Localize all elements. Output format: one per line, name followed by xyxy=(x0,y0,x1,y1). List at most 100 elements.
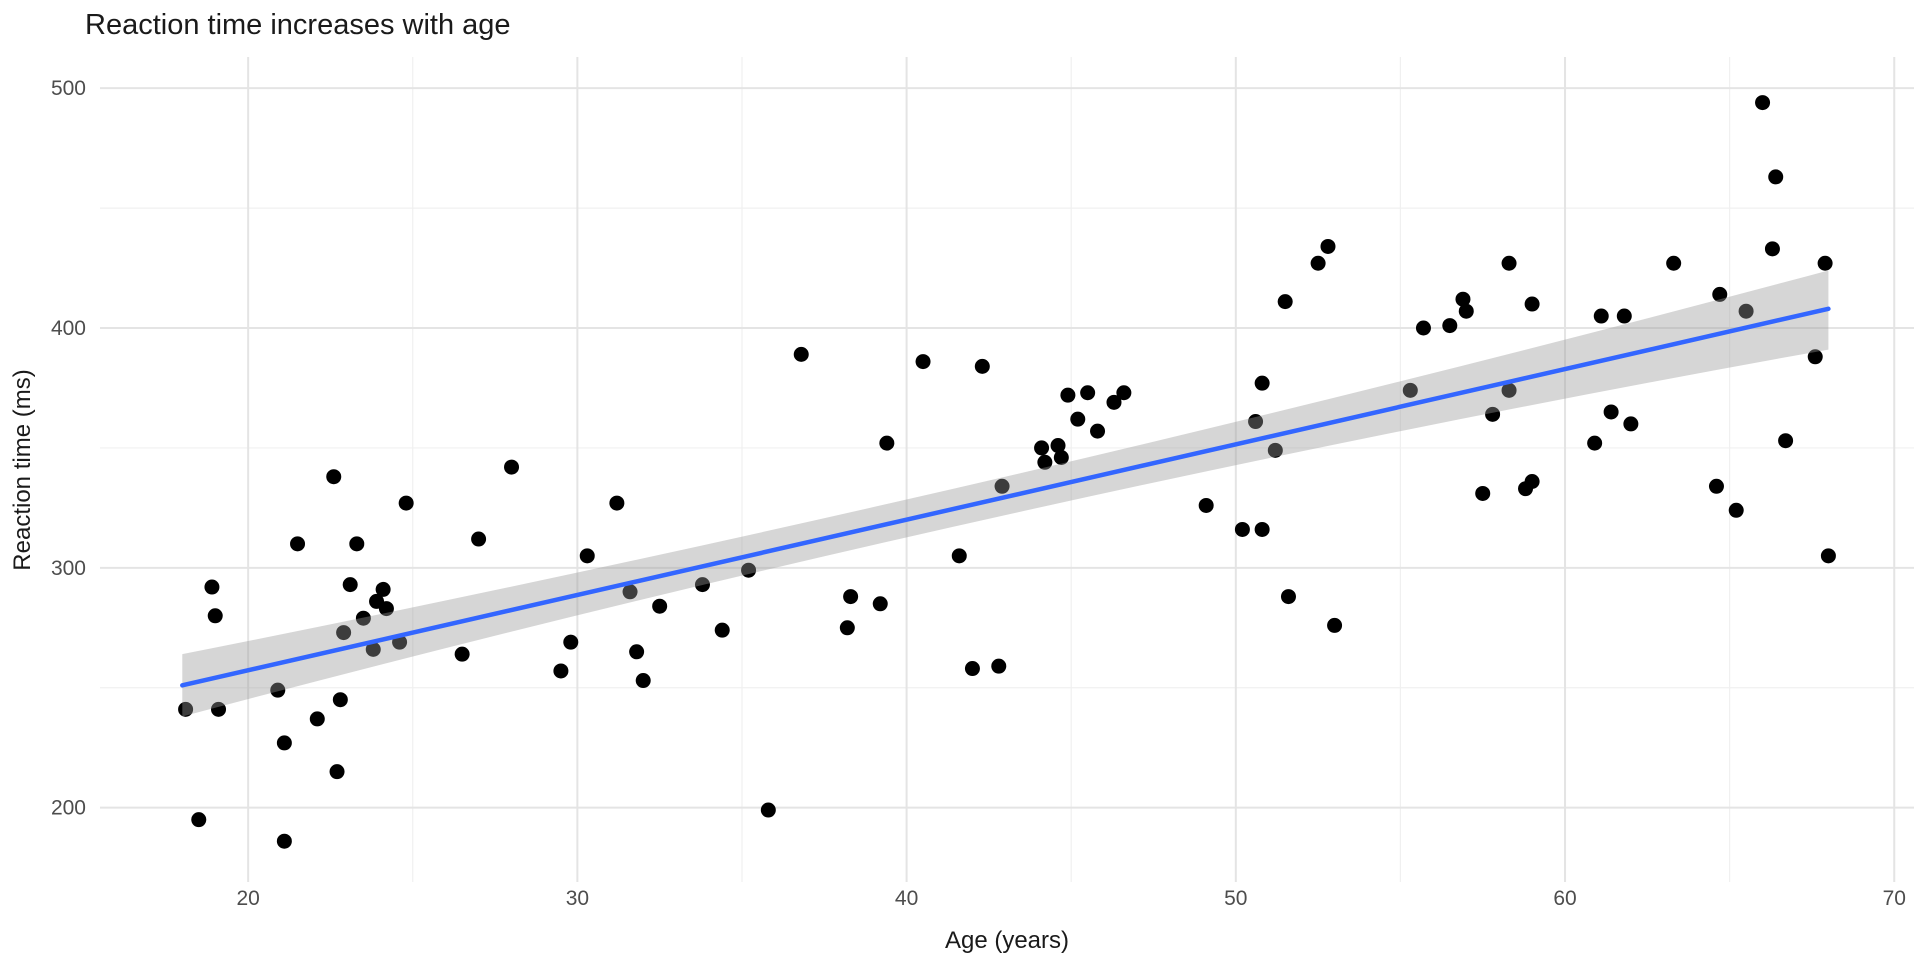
scatter-point xyxy=(622,584,638,600)
scatter-point xyxy=(1712,286,1728,302)
scatter-point xyxy=(1764,241,1780,257)
scatter-point xyxy=(375,581,391,597)
scatter-point xyxy=(1603,404,1619,420)
scatter-point xyxy=(760,802,776,818)
scatter-point xyxy=(1037,454,1053,470)
scatter-point xyxy=(1501,382,1517,398)
scatter-point xyxy=(1310,255,1326,271)
scatter-point xyxy=(1458,303,1474,319)
scatter-point xyxy=(398,495,414,511)
x-tick-label: 50 xyxy=(1224,887,1247,910)
scatter-point xyxy=(1053,450,1069,466)
scatter-point xyxy=(332,692,348,708)
scatter-point xyxy=(609,495,625,511)
scatter-point xyxy=(1501,255,1517,271)
scatter-point xyxy=(276,833,292,849)
scatter-point xyxy=(326,469,342,485)
scatter-point xyxy=(714,622,730,638)
x-axis-tick-labels: 20 30 40 50 60 70 xyxy=(236,887,1905,910)
scatter-point xyxy=(635,673,651,689)
scatter-point xyxy=(872,596,888,612)
scatter-point xyxy=(1116,385,1132,401)
scatter-point xyxy=(207,608,223,624)
scatter-point xyxy=(1034,440,1050,456)
x-tick-label: 20 xyxy=(236,887,259,910)
scatter-point xyxy=(1402,382,1418,398)
scatter-point xyxy=(1666,255,1682,271)
y-tick-label: 500 xyxy=(51,77,86,100)
major-gridlines xyxy=(100,57,1914,882)
regression-line xyxy=(180,306,1831,688)
scatter-point xyxy=(1524,296,1540,312)
scatter-point xyxy=(290,536,306,552)
scatter-point xyxy=(1415,320,1431,336)
scatter-point xyxy=(694,577,710,593)
scatter-point xyxy=(355,610,371,626)
scatter-point xyxy=(1708,478,1724,494)
y-axis-title: Reaction time (ms) xyxy=(9,369,36,570)
scatter-point xyxy=(276,735,292,751)
scatter-point xyxy=(1475,485,1491,501)
scatter-point xyxy=(951,548,967,564)
scatter-point xyxy=(1248,414,1264,430)
scatter-point xyxy=(1106,394,1122,410)
scatter-point xyxy=(1280,589,1296,605)
chart-title: Reaction time increases with age xyxy=(85,9,511,41)
scatter-point xyxy=(1768,169,1784,185)
scatter-point xyxy=(741,562,757,578)
scatter-point xyxy=(579,548,595,564)
scatter-point xyxy=(336,625,352,641)
scatter-point xyxy=(1524,473,1540,489)
scatter-point xyxy=(191,812,207,828)
scatter-point xyxy=(1817,255,1833,271)
scatter-point xyxy=(1455,291,1471,307)
scatter-point xyxy=(964,661,980,677)
scatter-point xyxy=(1060,387,1076,403)
scatter-point xyxy=(349,536,365,552)
scatter-point xyxy=(1320,238,1336,254)
scatter-point xyxy=(1616,308,1632,324)
scatter-point xyxy=(1623,416,1639,432)
scatter-point xyxy=(915,354,931,370)
scatter-point xyxy=(378,601,394,617)
scatter-point xyxy=(1778,433,1794,449)
scatter-point xyxy=(629,644,645,660)
scatter-point xyxy=(994,478,1010,494)
scatter-point xyxy=(1070,411,1086,427)
scatter-point xyxy=(178,701,194,717)
scatter-point xyxy=(1267,442,1283,458)
x-tick-label: 70 xyxy=(1883,887,1906,910)
scatter-points xyxy=(178,95,1836,849)
scatter-point xyxy=(454,646,470,662)
confidence-band xyxy=(182,270,1829,717)
scatter-point xyxy=(1807,349,1823,365)
x-tick-label: 60 xyxy=(1553,887,1576,910)
scatter-point xyxy=(1080,385,1096,401)
scatter-point xyxy=(563,634,579,650)
x-tick-label: 40 xyxy=(895,887,918,910)
scatter-point xyxy=(879,435,895,451)
scatter-point xyxy=(1820,548,1836,564)
scatter-point xyxy=(843,589,859,605)
scatter-point xyxy=(471,531,487,547)
scatter-point xyxy=(342,577,358,593)
scatter-point xyxy=(1327,617,1343,633)
y-tick-label: 400 xyxy=(51,317,86,340)
scatter-point xyxy=(1755,95,1771,111)
y-axis-tick-labels: 200 300 400 500 xyxy=(51,77,86,819)
scatter-point xyxy=(1254,375,1270,391)
scatter-point xyxy=(1234,521,1250,537)
scatter-point xyxy=(1587,435,1603,451)
x-tick-label: 30 xyxy=(566,887,589,910)
scatter-point xyxy=(211,701,227,717)
scatter-point xyxy=(1277,294,1293,310)
y-tick-label: 200 xyxy=(51,797,86,820)
minor-gridlines xyxy=(100,57,1914,882)
scatter-point xyxy=(1254,521,1270,537)
scatter-point xyxy=(309,711,325,727)
scatter-point xyxy=(1442,318,1458,334)
y-tick-label: 300 xyxy=(51,557,86,580)
scatter-point xyxy=(365,641,381,657)
